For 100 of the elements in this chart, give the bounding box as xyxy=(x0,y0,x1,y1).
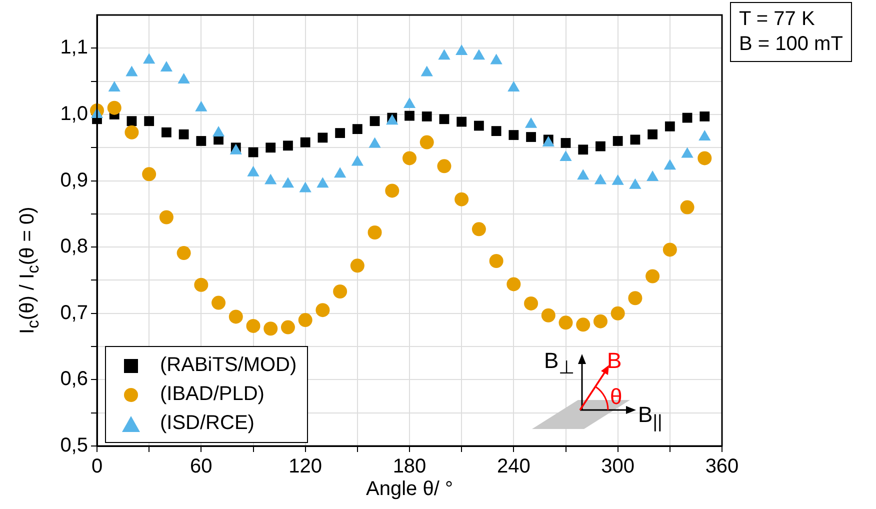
point xyxy=(299,182,312,192)
point xyxy=(474,120,484,131)
x-axis-title: Angle θ/ ° xyxy=(365,478,454,500)
x-tick-label: 240 xyxy=(496,456,530,478)
point xyxy=(108,80,120,92)
point xyxy=(195,100,208,112)
y-tick-label: 1,1 xyxy=(60,36,88,59)
point xyxy=(560,150,572,162)
point xyxy=(178,72,190,84)
point xyxy=(334,167,346,178)
legend-label: (ISD/RCE) xyxy=(160,412,254,435)
point xyxy=(144,116,154,126)
point xyxy=(682,112,692,123)
point xyxy=(472,222,486,236)
point xyxy=(593,314,608,328)
point xyxy=(612,174,624,185)
point xyxy=(596,141,606,152)
point xyxy=(526,132,536,142)
point xyxy=(264,174,277,184)
point xyxy=(524,296,538,310)
point xyxy=(612,136,623,146)
point xyxy=(335,128,346,138)
point xyxy=(266,142,276,153)
point xyxy=(143,53,156,64)
y-tick-label: 0,5 xyxy=(60,434,88,457)
annotation: B$_{⊥}$ xyxy=(544,348,575,378)
point xyxy=(160,61,173,72)
point xyxy=(681,147,694,158)
point xyxy=(489,254,504,268)
point xyxy=(422,112,432,122)
point xyxy=(161,127,172,138)
point xyxy=(664,121,675,132)
point xyxy=(490,54,502,64)
point xyxy=(508,130,519,140)
point xyxy=(350,258,364,273)
x-tick-label: 300 xyxy=(601,456,635,478)
point xyxy=(560,138,571,148)
text: T = 77 K xyxy=(739,7,816,32)
point xyxy=(680,200,694,214)
text: B = 100 mT xyxy=(739,32,843,57)
point xyxy=(402,151,416,166)
point xyxy=(472,49,486,60)
point xyxy=(541,308,556,322)
point xyxy=(264,322,278,336)
x-tick-label: 120 xyxy=(288,456,322,478)
point xyxy=(333,284,348,299)
x-tick-label: 60 xyxy=(190,456,212,478)
point xyxy=(698,130,711,141)
point xyxy=(159,210,174,224)
point xyxy=(176,246,191,260)
point xyxy=(404,110,414,121)
point xyxy=(212,296,226,310)
point xyxy=(420,135,434,150)
y-tick-label: 0,9 xyxy=(60,169,88,192)
x-tick-label: 180 xyxy=(392,456,426,478)
point xyxy=(508,80,520,92)
point xyxy=(594,174,607,184)
point xyxy=(107,100,122,115)
point xyxy=(629,178,642,189)
point xyxy=(124,125,139,140)
point xyxy=(282,177,294,188)
point xyxy=(194,278,208,292)
point xyxy=(298,313,312,328)
point xyxy=(126,116,137,126)
point xyxy=(368,137,381,148)
point xyxy=(576,318,590,332)
point xyxy=(577,169,590,180)
legend-label: (RABiTS/MOD) xyxy=(160,354,297,377)
point xyxy=(454,192,469,206)
y-tick-label: 0,6 xyxy=(60,368,88,390)
y-tick-label: 1,0 xyxy=(60,102,88,125)
point xyxy=(439,114,450,124)
y-tick-label: 0,7 xyxy=(60,302,88,324)
point xyxy=(664,159,676,170)
point xyxy=(403,98,416,108)
legend-label: (IBAD/PLD) xyxy=(160,383,264,406)
point xyxy=(300,137,310,148)
point xyxy=(142,167,156,182)
point xyxy=(628,291,642,306)
point xyxy=(246,318,260,333)
point xyxy=(700,112,710,122)
y-tick-label: 0,8 xyxy=(60,236,88,258)
point xyxy=(351,155,364,166)
point xyxy=(248,147,258,158)
point xyxy=(610,306,625,320)
point xyxy=(316,303,330,318)
point xyxy=(456,44,468,55)
point xyxy=(437,159,452,174)
point xyxy=(438,49,450,60)
point xyxy=(578,144,588,155)
annotation: B xyxy=(607,348,622,373)
point xyxy=(212,126,225,137)
point xyxy=(370,116,380,126)
point xyxy=(178,129,189,140)
point xyxy=(662,242,677,257)
point xyxy=(698,151,712,166)
point xyxy=(126,66,138,76)
point xyxy=(247,166,260,176)
point xyxy=(228,310,243,324)
point xyxy=(352,124,362,134)
